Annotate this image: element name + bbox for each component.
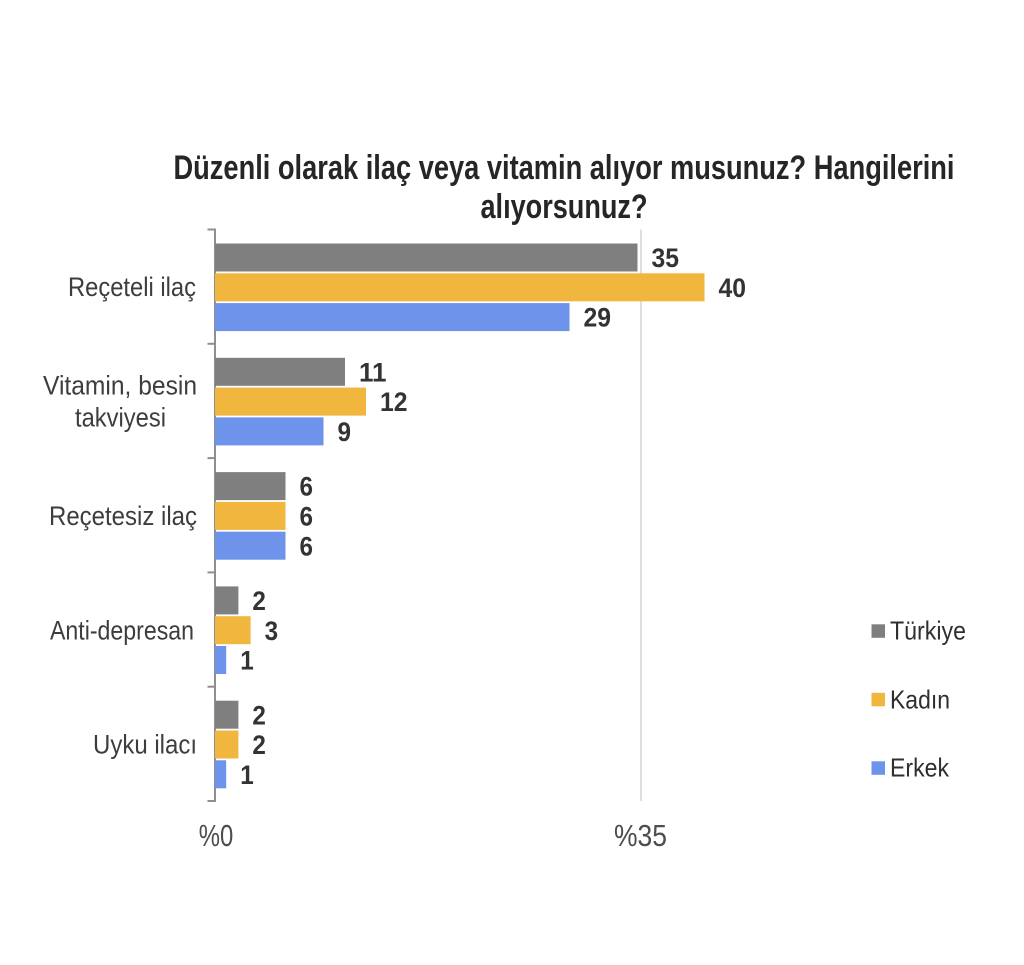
svg-text:1: 1	[240, 760, 254, 790]
svg-text:35: 35	[652, 243, 680, 273]
svg-text:%0: %0	[199, 818, 234, 853]
svg-text:40: 40	[719, 273, 747, 303]
svg-text:Anti-depresan: Anti-depresan	[50, 615, 194, 645]
svg-text:1: 1	[240, 646, 254, 676]
svg-text:11: 11	[359, 357, 387, 387]
svg-text:Reçeteli ilaç: Reçeteli ilaç	[68, 272, 196, 302]
svg-text:12: 12	[380, 387, 408, 417]
svg-text:6: 6	[300, 531, 314, 561]
svg-text:2: 2	[252, 700, 266, 730]
svg-text:3: 3	[265, 616, 279, 646]
svg-text:6: 6	[300, 472, 314, 502]
svg-text:alıyorsunuz?: alıyorsunuz?	[481, 188, 648, 226]
svg-text:9: 9	[338, 417, 352, 447]
svg-text:2: 2	[252, 730, 266, 760]
svg-text:6: 6	[300, 502, 314, 532]
svg-text:Düzenli olarak ilaç veya vitam: Düzenli olarak ilaç veya vitamin alıyor …	[174, 149, 955, 187]
svg-text:takviyesi: takviyesi	[75, 403, 166, 433]
svg-text:29: 29	[584, 303, 612, 333]
svg-text:Vitamin, besin: Vitamin, besin	[43, 371, 197, 401]
svg-text:%35: %35	[614, 818, 667, 853]
svg-text:Kadın: Kadın	[890, 684, 950, 714]
svg-text:2: 2	[252, 586, 266, 616]
svg-text:Uyku ilacı: Uyku ilacı	[93, 730, 197, 760]
svg-text:Reçetesiz ilaç: Reçetesiz ilaç	[49, 501, 197, 531]
svg-text:Erkek: Erkek	[890, 753, 950, 783]
svg-text:Türkiye: Türkiye	[890, 616, 966, 646]
